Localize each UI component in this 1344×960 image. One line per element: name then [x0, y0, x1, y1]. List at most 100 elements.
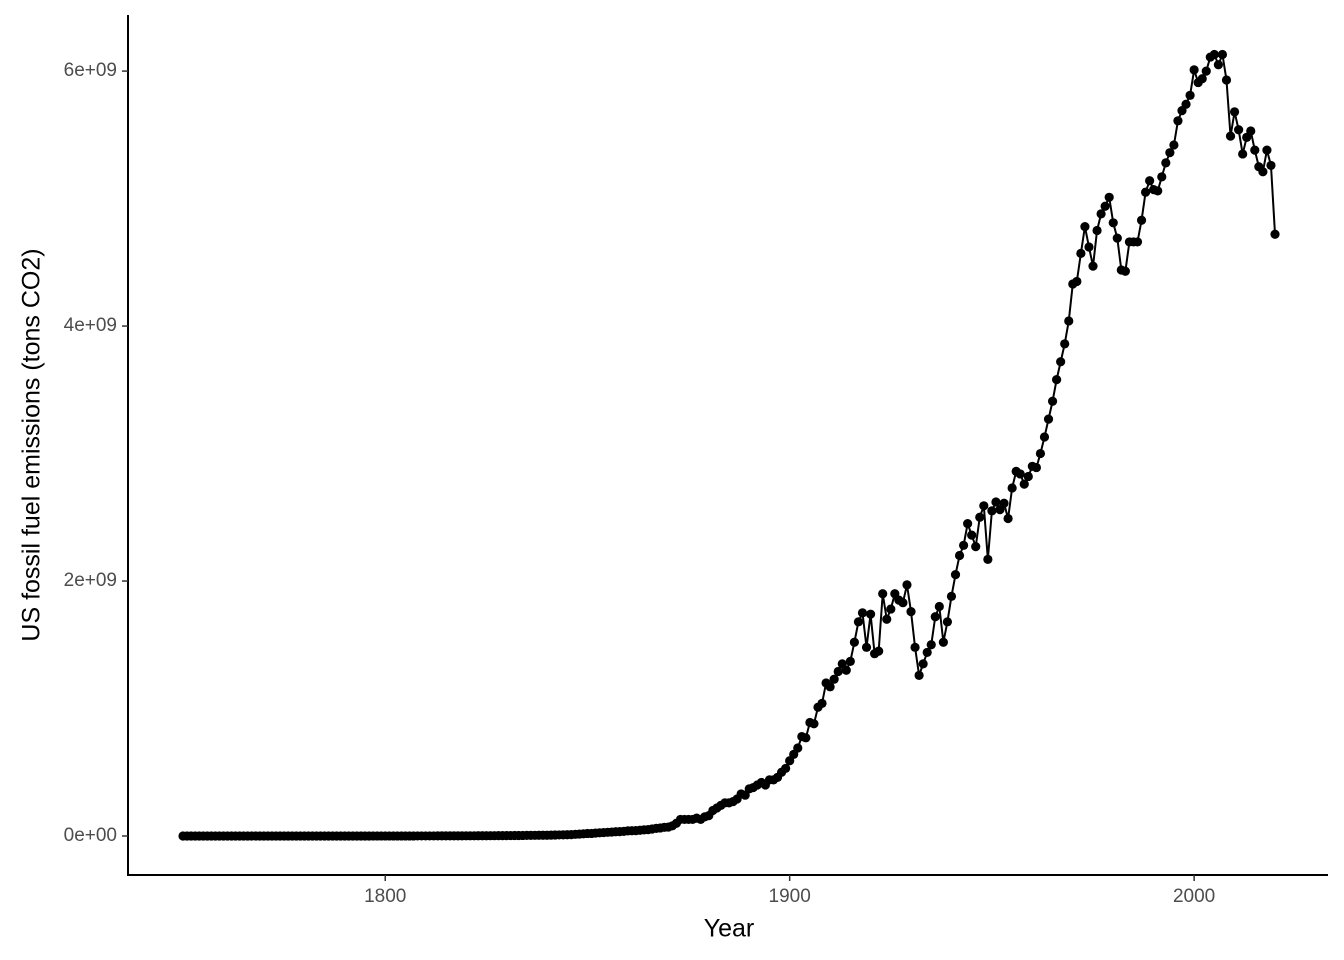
x-tick-label: 1900 [769, 886, 811, 907]
point [1047, 396, 1058, 406]
point [1246, 126, 1256, 136]
point [1169, 140, 1179, 150]
point [963, 519, 973, 529]
point [975, 512, 985, 522]
point [1145, 176, 1155, 186]
point [1225, 131, 1236, 141]
point [1003, 513, 1013, 524]
point [1221, 75, 1232, 85]
point [1157, 172, 1167, 182]
point [1100, 201, 1110, 211]
point [1096, 209, 1106, 219]
point [1165, 148, 1175, 158]
point [942, 617, 953, 627]
point [971, 542, 981, 552]
point [906, 607, 916, 617]
point [1104, 192, 1114, 202]
point [1015, 469, 1025, 479]
point [967, 530, 977, 540]
point [1056, 357, 1066, 367]
y-tick-label: 2e+09 [64, 570, 117, 591]
point [1007, 483, 1017, 493]
point [809, 719, 819, 729]
point [833, 666, 843, 677]
point [1250, 145, 1260, 155]
point [1153, 186, 1163, 196]
point [1039, 432, 1050, 442]
point [938, 637, 948, 647]
x-tick-label: 1800 [364, 886, 406, 907]
point [1197, 74, 1207, 84]
y-axis-title: US fossil fuel emissions (tons CO2) [18, 248, 46, 641]
point [865, 609, 876, 619]
point [1072, 276, 1082, 287]
point [1229, 107, 1240, 117]
point [1185, 90, 1195, 100]
point [1084, 242, 1094, 252]
point [861, 642, 872, 652]
point [1132, 237, 1143, 247]
point [1076, 248, 1086, 258]
point [825, 682, 835, 692]
point [1136, 215, 1147, 225]
x-axis-title: Year [704, 915, 755, 943]
point [874, 646, 884, 656]
point [1112, 233, 1122, 243]
y-tick-label: 6e+09 [64, 60, 117, 81]
point [1209, 49, 1219, 60]
point [950, 570, 961, 580]
point [958, 540, 969, 550]
point [898, 598, 908, 608]
point [882, 614, 892, 624]
point [1173, 116, 1183, 126]
point [845, 656, 855, 666]
point [999, 498, 1009, 508]
point [878, 589, 888, 599]
point [817, 698, 827, 709]
point [1064, 316, 1074, 326]
point [1060, 339, 1070, 349]
point [829, 674, 839, 684]
point [841, 665, 851, 675]
point [918, 659, 928, 669]
point [886, 604, 896, 614]
y-tick-label: 4e+09 [64, 315, 117, 336]
point [902, 580, 912, 590]
point [1213, 60, 1223, 70]
point [983, 554, 993, 564]
point [1031, 462, 1041, 473]
point [853, 617, 864, 627]
point [781, 763, 791, 774]
point [1088, 261, 1098, 271]
point [1043, 414, 1054, 424]
y-tick-label: 0e+00 [64, 825, 117, 846]
point [914, 670, 924, 680]
point [930, 612, 940, 622]
point [1234, 125, 1244, 135]
point [1120, 266, 1130, 276]
point [1270, 229, 1280, 239]
point [946, 591, 957, 601]
point [991, 497, 1001, 507]
point [1023, 471, 1033, 482]
point [1140, 187, 1151, 197]
point [801, 733, 811, 743]
point [1238, 149, 1248, 159]
line [183, 50, 1277, 837]
point [1217, 49, 1228, 60]
point [1108, 218, 1118, 228]
point [1080, 222, 1090, 232]
point [987, 506, 997, 516]
point [1161, 158, 1171, 168]
point [1052, 375, 1062, 385]
point [934, 601, 944, 612]
point [1189, 65, 1199, 75]
point [1266, 160, 1276, 171]
point [849, 637, 859, 647]
point [1262, 145, 1272, 155]
point [926, 640, 936, 650]
point [910, 642, 920, 652]
point [1092, 225, 1102, 236]
